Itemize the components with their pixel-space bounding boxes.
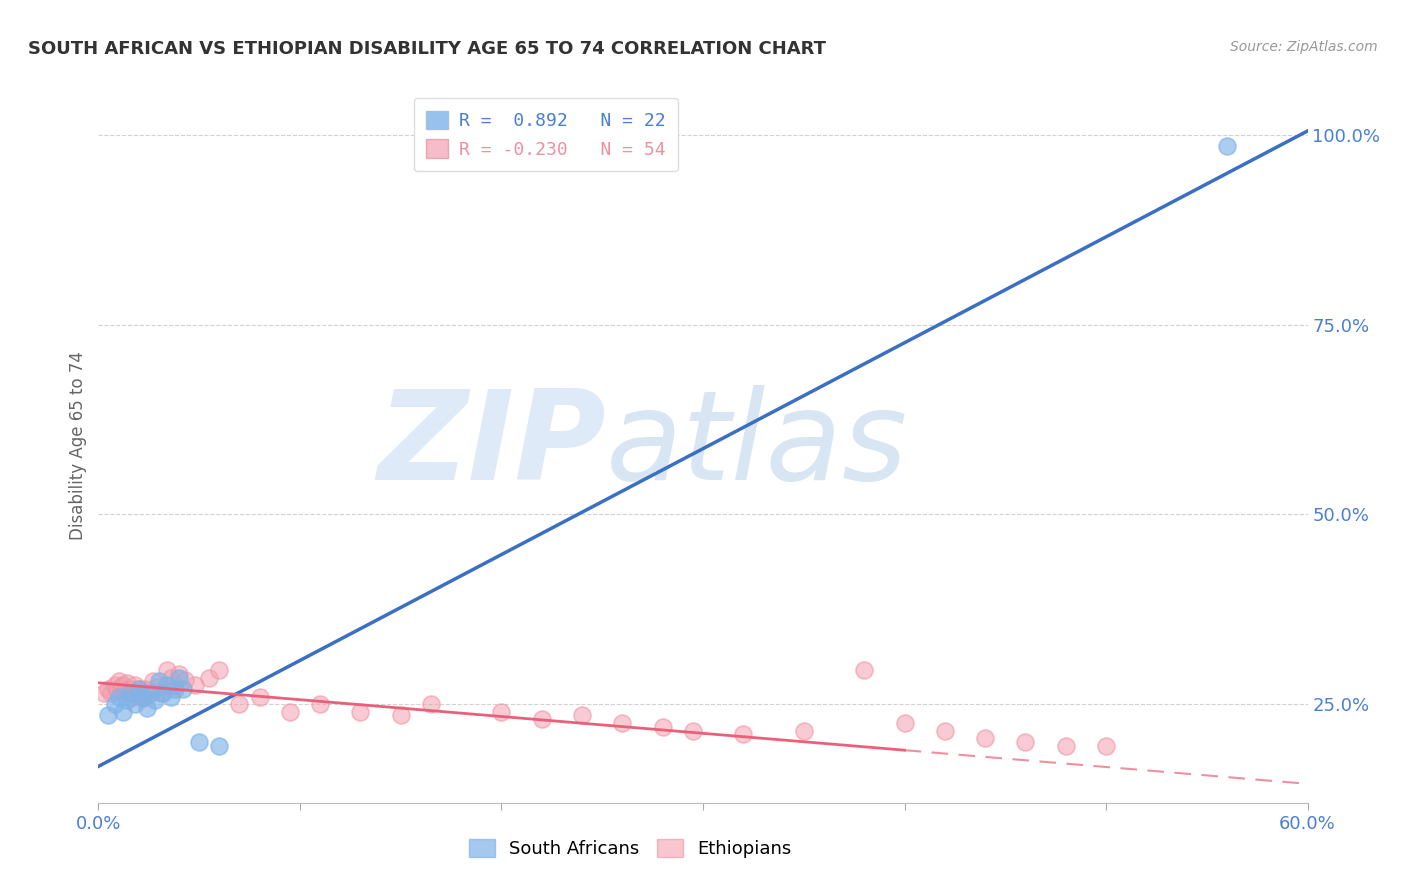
Point [148, 674, 170, 689]
Point [103, 697, 125, 711]
Point [1054, 739, 1077, 753]
Point [146, 681, 169, 695]
Point [160, 671, 183, 685]
Point [152, 686, 174, 700]
Point [97, 681, 120, 696]
Point [120, 686, 142, 700]
Point [174, 673, 197, 687]
Point [309, 697, 332, 711]
Point [853, 663, 876, 677]
Point [184, 678, 207, 692]
Y-axis label: Disability Age 65 to 74: Disability Age 65 to 74 [69, 351, 87, 541]
Legend: South Africans, Ethiopians: South Africans, Ethiopians [463, 831, 799, 865]
Point [125, 688, 148, 702]
Point [349, 705, 371, 719]
Point [974, 731, 997, 746]
Point [107, 690, 129, 704]
Point [124, 697, 146, 711]
Point [228, 697, 250, 711]
Point [188, 735, 211, 749]
Point [128, 681, 150, 696]
Point [249, 690, 271, 704]
Text: atlas: atlas [606, 385, 908, 507]
Text: Source: ZipAtlas.com: Source: ZipAtlas.com [1230, 40, 1378, 54]
Point [115, 693, 138, 707]
Point [163, 678, 186, 692]
Point [208, 663, 231, 677]
Point [793, 723, 815, 738]
Point [163, 681, 186, 696]
Text: ZIP: ZIP [378, 385, 606, 507]
Point [135, 688, 157, 702]
Point [139, 686, 162, 700]
Point [278, 705, 301, 719]
Point [612, 716, 634, 731]
Point [103, 678, 125, 692]
Point [134, 681, 156, 696]
Point [208, 739, 231, 753]
Point [111, 678, 134, 692]
Point [135, 701, 157, 715]
Point [124, 678, 146, 692]
Point [1014, 735, 1036, 749]
Point [128, 681, 150, 696]
Point [156, 663, 179, 677]
Point [97, 708, 120, 723]
Point [651, 720, 673, 734]
Point [115, 676, 138, 690]
Point [121, 690, 143, 704]
Point [682, 723, 704, 738]
Point [156, 678, 179, 692]
Point [110, 681, 132, 695]
Point [93, 686, 115, 700]
Point [142, 674, 165, 689]
Point [111, 705, 134, 719]
Point [105, 683, 128, 698]
Point [172, 681, 194, 696]
Point [114, 683, 136, 698]
Point [132, 690, 155, 704]
Point [571, 708, 593, 723]
Point [107, 674, 129, 689]
Point [491, 705, 513, 719]
Point [733, 727, 755, 741]
Point [118, 686, 141, 700]
Point [160, 690, 183, 704]
Point [129, 686, 152, 700]
Point [893, 716, 915, 731]
Point [198, 671, 221, 685]
Text: SOUTH AFRICAN VS ETHIOPIAN DISABILITY AGE 65 TO 74 CORRELATION CHART: SOUTH AFRICAN VS ETHIOPIAN DISABILITY AG… [28, 40, 827, 58]
Point [167, 666, 190, 681]
Point [389, 708, 412, 723]
Point [1095, 739, 1118, 753]
Point [138, 683, 160, 698]
Point [530, 712, 553, 726]
Point [143, 693, 166, 707]
Point [420, 697, 443, 711]
Point [100, 686, 122, 700]
Point [167, 671, 190, 685]
Point [1216, 139, 1239, 153]
Point [132, 691, 155, 706]
Point [934, 723, 956, 738]
Point [120, 681, 142, 696]
Point [149, 686, 172, 700]
